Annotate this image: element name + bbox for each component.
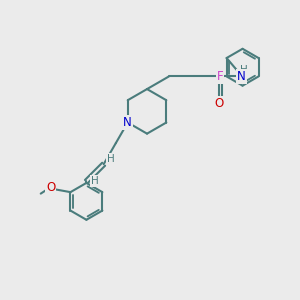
Text: N: N xyxy=(123,116,132,129)
Text: H: H xyxy=(240,65,248,76)
Text: O: O xyxy=(215,97,224,110)
Text: O: O xyxy=(46,181,55,194)
Text: H: H xyxy=(107,154,115,164)
Text: H: H xyxy=(91,176,99,186)
Text: F: F xyxy=(217,70,224,83)
Text: N: N xyxy=(237,70,246,83)
